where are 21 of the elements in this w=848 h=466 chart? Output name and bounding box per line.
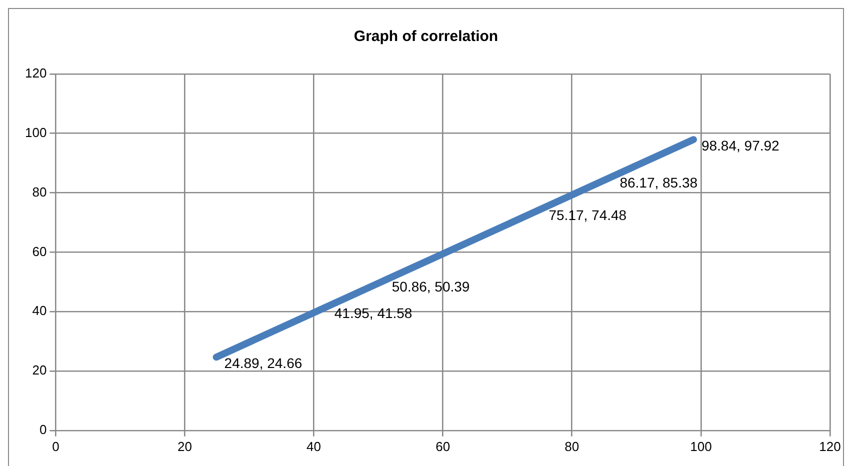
y-tick-label: 40: [32, 303, 47, 318]
data-label: 50.86, 50.39: [392, 278, 470, 295]
y-tick-label: 120: [24, 66, 47, 81]
x-tick-label: 100: [690, 438, 712, 454]
x-tick-label: 60: [436, 438, 450, 454]
data-label: 24.89, 24.66: [224, 355, 302, 372]
x-tick-label: 40: [306, 438, 322, 454]
x-tick-label: 80: [564, 438, 580, 454]
x-tick-label: 120: [819, 438, 841, 454]
y-tick-label: 0: [39, 422, 47, 437]
y-tick-label: 100: [24, 124, 47, 140]
x-tick-label: 0: [52, 438, 60, 454]
y-tick-label: 60: [32, 244, 47, 259]
y-tick-label: 80: [32, 184, 47, 200]
data-label: 75.17, 74.48: [548, 207, 627, 224]
chart-title: Graph of correlation: [354, 28, 498, 46]
y-tick-label: 20: [32, 362, 47, 378]
x-tick-label: 20: [178, 438, 192, 454]
data-label: 86.17, 85.38: [620, 174, 698, 191]
data-label: 41.95, 41.58: [334, 304, 412, 321]
data-label: 98.84, 97.92: [701, 137, 780, 154]
